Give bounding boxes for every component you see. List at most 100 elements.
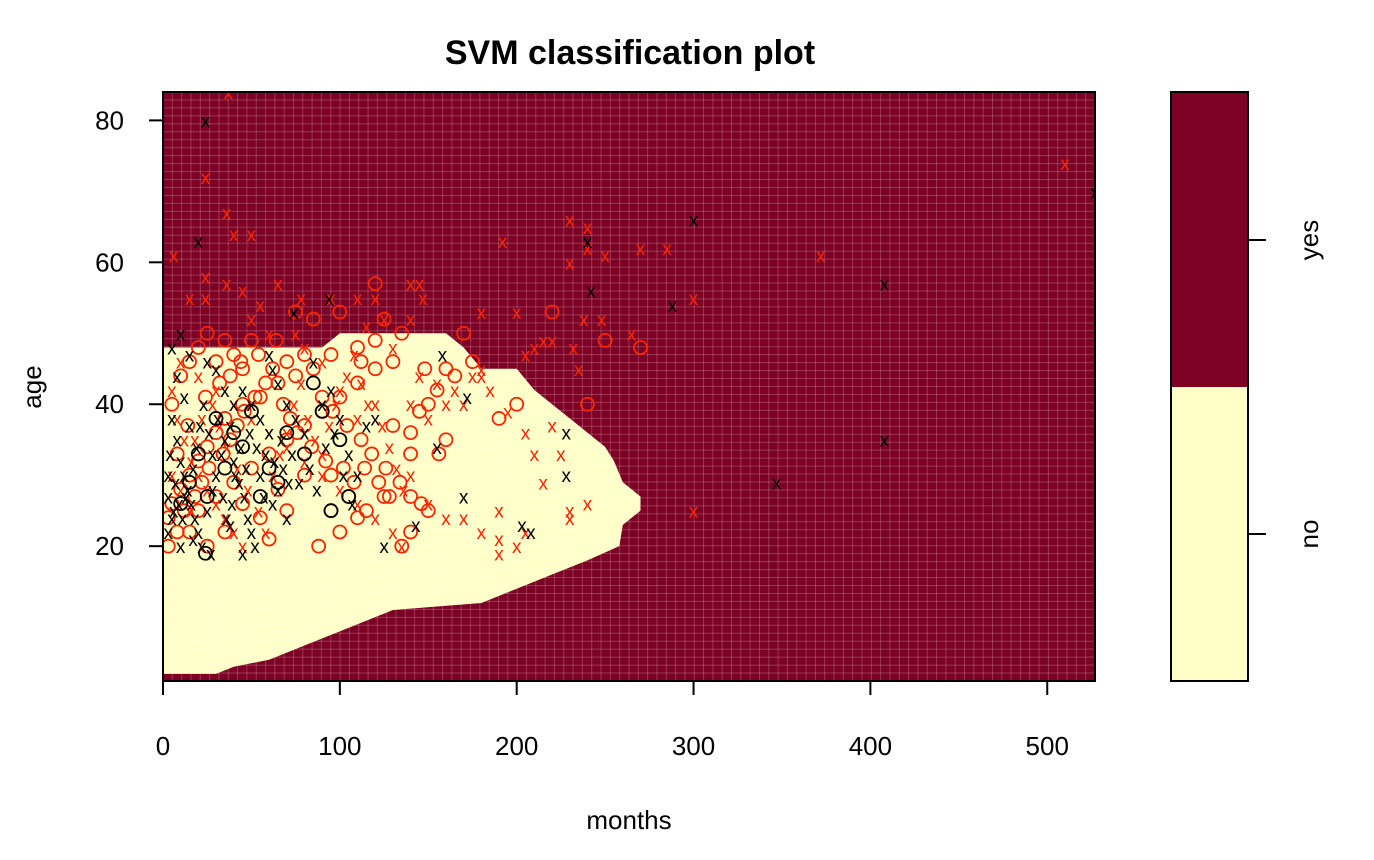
point-yes-x: x	[282, 438, 292, 459]
point-yes-x: x	[264, 324, 274, 345]
point-no-circle	[182, 474, 197, 490]
point-yes-circle	[244, 460, 259, 476]
point-yes-x: x	[538, 473, 548, 494]
point-no-circle	[190, 446, 206, 462]
point-no-x: x	[256, 409, 266, 430]
point-yes-circle	[164, 496, 180, 511]
point-no-x: x	[291, 409, 301, 430]
point-yes-x: x	[229, 225, 239, 246]
point-yes-circle	[357, 460, 373, 476]
point-no-x: x	[689, 211, 699, 232]
point-yes-x: x	[388, 338, 398, 359]
point-no-x: x	[353, 466, 363, 487]
point-yes-circle	[544, 304, 560, 320]
point-yes-x: x	[378, 417, 388, 438]
point-yes-circle	[252, 510, 268, 526]
point-yes-circle	[350, 510, 365, 526]
point-yes-circle	[235, 496, 250, 511]
x-axis: 0 100 200 300 400 500	[156, 680, 1069, 761]
point-no-x: x	[243, 509, 253, 530]
point-no-x: x	[309, 353, 319, 374]
point-no-x: x	[213, 409, 223, 430]
point-yes-x: x	[229, 523, 239, 544]
point-yes-x: x	[190, 431, 200, 452]
point-no-circle	[332, 432, 348, 448]
point-no-circle	[270, 474, 286, 490]
point-no-circle	[217, 460, 233, 476]
point-no-circle	[199, 489, 215, 504]
point-yes-circle	[364, 446, 380, 462]
point-yes-circle	[403, 425, 418, 441]
point-no-circle	[235, 439, 250, 455]
x-tick-label: 400	[849, 731, 892, 761]
point-yes-x: x	[441, 395, 451, 416]
point-yes-circle	[173, 368, 189, 384]
point-yes-x: x	[406, 310, 416, 331]
point-no-x: x	[880, 431, 890, 452]
point-yes-x: x	[296, 374, 306, 395]
point-yes-x: x	[220, 509, 230, 530]
point-yes-circle	[182, 467, 197, 483]
point-yes-x: x	[243, 480, 253, 501]
point-no-x: x	[201, 111, 211, 132]
point-yes-x: x	[356, 374, 366, 395]
point-yes-circle	[163, 538, 176, 554]
point-no-x: x	[287, 445, 297, 466]
point-no-x: x	[282, 509, 292, 530]
point-yes-x: x	[399, 480, 409, 501]
point-no-x: x	[561, 466, 571, 487]
point-yes-x: x	[167, 466, 177, 487]
point-no-x: x	[220, 431, 230, 452]
point-yes-circle	[346, 474, 362, 490]
point-no-x: x	[261, 445, 271, 466]
point-yes-circle	[235, 396, 250, 412]
point-no-x: x	[264, 346, 274, 367]
point-yes-circle	[261, 446, 277, 462]
point-no-circle	[198, 545, 213, 561]
point-yes-circle	[217, 411, 233, 426]
point-yes-circle	[268, 332, 284, 348]
point-yes-circle	[325, 680, 330, 681]
point-yes-x: x	[441, 509, 451, 530]
point-no-x: x	[526, 523, 536, 544]
point-no-x: x	[362, 417, 372, 438]
point-yes-circle	[392, 474, 408, 490]
legend-label-no: no	[1294, 520, 1324, 549]
point-yes-circle	[199, 538, 215, 554]
x-tick-label: 100	[318, 731, 361, 761]
point-yes-circle	[215, 446, 231, 462]
point-no-x: x	[279, 459, 289, 480]
point-no-x: x	[234, 473, 244, 494]
x-tick-label: 200	[495, 731, 538, 761]
point-yes-x: x	[238, 282, 248, 303]
point-no-x: x	[183, 480, 193, 501]
point-yes-circle	[275, 396, 291, 412]
point-no-x: x	[211, 466, 221, 487]
point-yes-circle	[350, 375, 365, 391]
point-yes-circle	[323, 467, 339, 483]
point-no-x: x	[188, 459, 198, 480]
point-no-x: x	[229, 452, 239, 473]
x-axis-label: months	[586, 805, 671, 835]
point-yes-circle	[412, 403, 427, 419]
point-yes-circle	[226, 474, 242, 490]
point-yes-x: x	[222, 275, 232, 296]
point-yes-x: x	[197, 409, 207, 430]
point-yes-x: x	[450, 381, 460, 402]
point-yes-circle	[403, 446, 418, 462]
point-no-x: x	[294, 473, 304, 494]
point-yes-circle	[244, 332, 259, 348]
point-yes-x: x	[538, 331, 548, 352]
point-no-x: x	[176, 452, 186, 473]
point-yes-circle	[438, 432, 454, 448]
point-yes-circle	[378, 460, 394, 476]
point-yes-circle	[323, 347, 339, 362]
point-yes-x: x	[556, 445, 566, 466]
point-yes-circle	[305, 361, 321, 377]
point-no-x: x	[312, 480, 322, 501]
point-no-x: x	[411, 516, 421, 537]
point-yes-x: x	[424, 409, 434, 430]
y-tick-label: 80	[95, 105, 124, 135]
